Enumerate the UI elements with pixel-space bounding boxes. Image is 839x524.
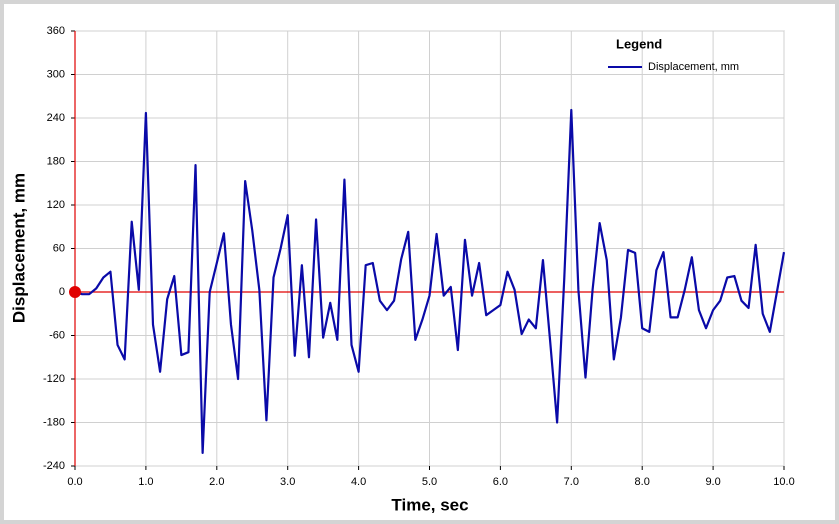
x-tick-label: 9.0 (705, 476, 720, 488)
y-tick-label: -120 (43, 373, 65, 385)
y-tick-label: 300 (47, 68, 65, 80)
x-tick-label: 2.0 (209, 476, 224, 488)
y-tick-label: 120 (47, 199, 65, 211)
legend-label: Displacement, mm (648, 61, 739, 73)
x-tick-label: 3.0 (280, 476, 295, 488)
y-tick-label: 360 (47, 25, 65, 37)
x-tick-label: 10.0 (773, 476, 794, 488)
x-tick-label: 7.0 (564, 476, 579, 488)
y-tick-label: 240 (47, 112, 65, 124)
y-tick-label: -60 (49, 329, 65, 341)
y-tick-label: -180 (43, 416, 65, 428)
x-tick-label: 6.0 (493, 476, 508, 488)
y-tick-label: 60 (53, 242, 65, 254)
y-tick-label: -240 (43, 460, 65, 472)
y-tick-label: 0 (59, 286, 65, 298)
legend-title: Legend (616, 36, 662, 51)
x-tick-label: 5.0 (422, 476, 437, 488)
x-axis-label: Time, sec (391, 495, 468, 514)
y-tick-label: 180 (47, 155, 65, 167)
x-tick-label: 8.0 (635, 476, 650, 488)
x-tick-label: 0.0 (67, 476, 82, 488)
data-line (74, 108, 786, 455)
x-tick-label: 1.0 (138, 476, 153, 488)
y-axis-label: Displacement, mm (9, 173, 28, 323)
x-tick-label: 4.0 (351, 476, 366, 488)
origin-marker (69, 286, 81, 298)
